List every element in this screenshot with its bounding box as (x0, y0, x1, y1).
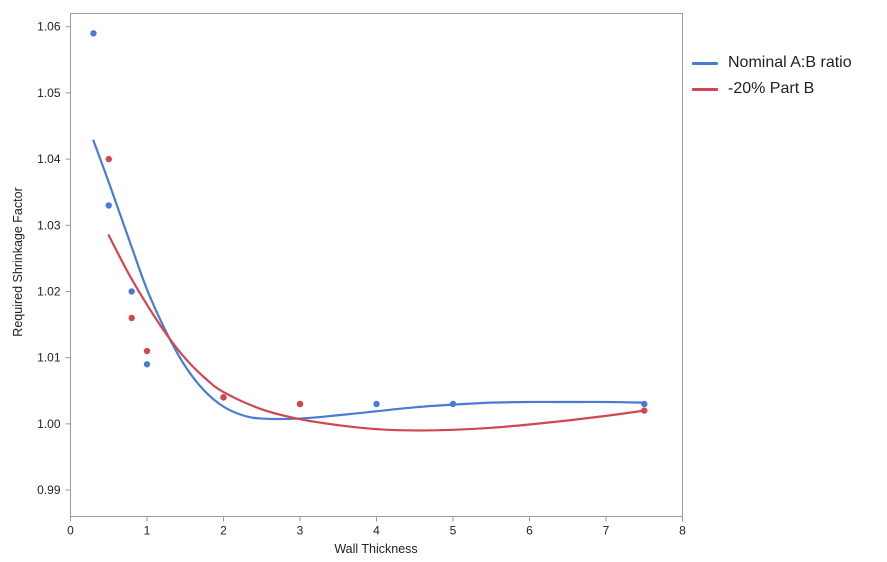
data-point-nominal (143, 361, 151, 368)
y-tick-label: 1.04 (37, 152, 61, 166)
legend-item-nominal: Nominal A:B ratio (692, 50, 852, 76)
x-tick-label: 2 (220, 524, 227, 538)
x-tick-label: 3 (297, 524, 304, 538)
y-tick-label: 0.99 (37, 483, 61, 497)
x-tick-label: 4 (373, 524, 380, 538)
data-points (90, 30, 648, 414)
x-tick-label: 8 (679, 524, 686, 538)
x-tick-label: 1 (144, 524, 151, 538)
data-point-nominal (128, 288, 135, 295)
y-tick-label: 1.05 (37, 86, 61, 100)
y-axis-title: Required Shrinkage Factor (11, 187, 25, 336)
y-tick-label: 1.03 (37, 218, 61, 232)
y-tick-label: 1.02 (37, 284, 61, 298)
legend-swatch-part-b (692, 87, 718, 91)
x-tick-label: 7 (603, 524, 610, 538)
data-point-part-b (296, 400, 304, 408)
data-point-part-b (641, 407, 648, 414)
data-point-part-b (105, 155, 112, 163)
data-point-nominal (105, 202, 112, 209)
legend: Nominal A:B ratio -20% Part B (692, 50, 852, 102)
data-point-nominal (90, 30, 97, 37)
fit-curve-nominal (92, 139, 646, 421)
legend-label-nominal: Nominal A:B ratio (728, 54, 852, 71)
x-tick-label: 5 (450, 524, 457, 538)
legend-label-part-b: -20% Part B (728, 80, 815, 97)
fit-curve-part-b (107, 234, 646, 432)
data-point-nominal (641, 400, 648, 408)
y-tick-label: 1.01 (37, 351, 61, 365)
data-point-part-b (128, 314, 135, 322)
y-tick-label: 1.00 (37, 417, 61, 431)
fit-curves (92, 139, 646, 432)
plot-frame (70, 13, 683, 517)
data-point-part-b (220, 394, 227, 401)
y-tick-label: 1.06 (37, 20, 61, 34)
axis-ticks: 0 1 2 3 4 5 6 7 8 0.99 1.00 1.01 1.02 1.03 1.04 1.05 1.0… (37, 20, 686, 538)
legend-item-part-b: -20% Part B (692, 76, 852, 102)
data-point-part-b (143, 347, 151, 355)
data-point-nominal (373, 400, 380, 408)
x-tick-label: 0 (67, 524, 74, 538)
x-axis-title: Wall Thickness (334, 542, 417, 556)
data-point-nominal (449, 400, 457, 408)
x-tick-label: 6 (526, 524, 533, 538)
legend-swatch-nominal (692, 61, 718, 65)
